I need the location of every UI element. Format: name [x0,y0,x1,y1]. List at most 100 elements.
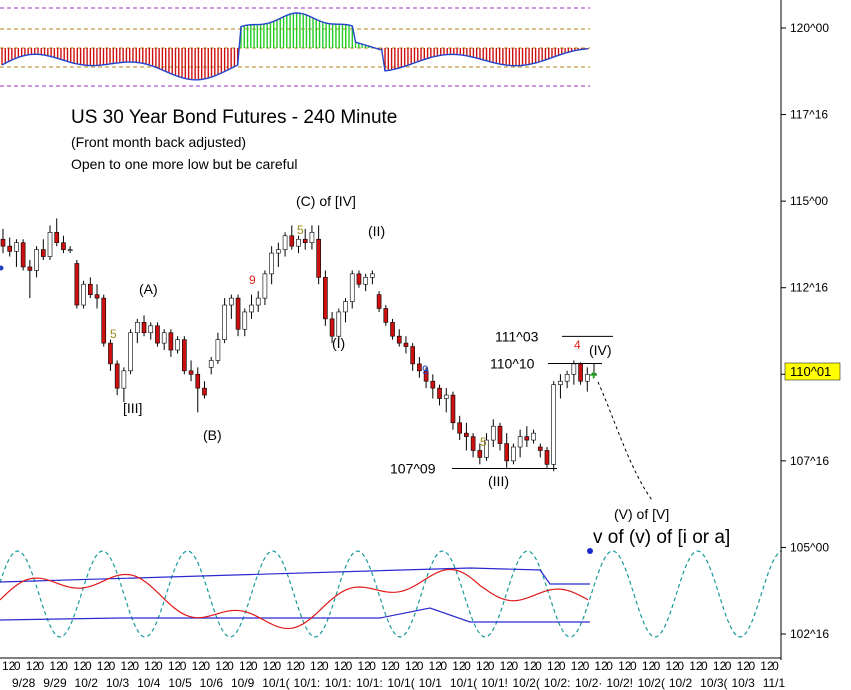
x-hour-label: 0 [61,659,68,673]
candle-body [423,370,429,382]
x-hour-label: 12 [452,659,466,673]
x-hour-label: 0 [38,659,45,673]
candle-body [517,436,523,448]
x-date-label: 10/5 [168,676,192,690]
candle-body [370,273,375,278]
candle-body [282,235,288,250]
candle-body [121,370,127,389]
candle-body [363,277,368,285]
x-hour-label: 12 [334,659,348,673]
x-hour-label: 12 [239,659,253,673]
candle-body [195,373,201,389]
wave-label: (III) [488,473,509,489]
x-hour-label: 12 [476,659,490,673]
x-date-label: 10/1: [294,676,321,690]
level-label: 107^09 [390,460,436,476]
x-hour-label: 12 [405,659,419,673]
candle-body [74,263,80,306]
y-axis: 120^00117^16115^00112^16110^00107^16105^… [780,0,829,660]
candle-body [222,304,227,340]
candle-body [54,232,60,243]
candle-body [249,304,254,313]
candle-body [114,363,120,389]
x-date-label: 10/2 [669,676,693,690]
x-hour-label: 0 [203,659,210,673]
candle-body [564,373,570,382]
x-hour-label: 0 [132,659,139,673]
x-date-label: 9/29 [43,676,67,690]
x-hour-label: 12 [73,659,87,673]
x-date-label: 10/2: [544,676,571,690]
y-tick-label: 115^00 [790,194,828,208]
candle-body [524,436,530,441]
blue-marker [0,265,4,271]
osc-line [1,12,589,81]
x-hour-label: 0 [440,659,447,673]
candle-body [14,242,19,252]
candle-body [296,238,301,247]
x-hour-label: 12 [713,659,727,673]
x-date-label: 10/3 [106,676,130,690]
x-hour-label: 12 [144,659,158,673]
candle-body [61,242,66,250]
candle-body [255,297,261,306]
candle-body [148,325,154,334]
candle-body [544,450,550,465]
candle-body [329,318,335,337]
x-hour-label: 12 [357,659,371,673]
count-label: 9 [249,273,256,287]
candle-body [356,273,362,285]
count-label: 5 [110,327,117,341]
y-tick-label: 102^16 [790,627,829,641]
x-hour-label: 0 [275,659,282,673]
x-hour-label: 0 [417,659,424,673]
x-date-label: 10/1! [481,676,508,690]
wave-label: (C) of [IV] [296,193,356,209]
x-hour-label: 0 [559,659,566,673]
x-hour-label: 12 [737,659,751,673]
wave-label: (II) [368,223,385,239]
x-date-label: 10/1( [262,676,289,690]
x-hour-label: 12 [642,659,656,673]
x-date-label: 10/9 [231,676,255,690]
x-date-label: 10/1: [356,676,383,690]
x-hour-label: 0 [535,659,542,673]
x-hour-label: 12 [666,659,680,673]
x-hour-label: 0 [298,659,305,673]
candle-body [67,249,73,251]
wave-label: v of (v) of [i or a] [593,527,730,548]
candle-body [0,238,6,247]
x-hour-label: 0 [85,659,92,673]
candle-body [188,370,194,375]
candle-body [477,450,483,458]
x-date-label: 9/28 [12,676,36,690]
candle-body [161,332,167,344]
candle-body [349,273,355,302]
candle-body [27,266,33,271]
candle-body [208,360,214,368]
candle-body [262,273,268,299]
x-hour-label: 0 [109,659,116,673]
candle-body [94,294,100,299]
candle-body [383,308,389,323]
chart-subtitle: (Front month back adjusted) [71,134,246,150]
x-hour-label: 12 [26,659,40,673]
candle-body [504,443,510,462]
x-hour-label: 12 [500,659,514,673]
x-hour-label: 12 [547,659,561,673]
candle-body [289,235,295,247]
histogram-oscillator-panel [0,7,590,87]
x-hour-label: 0 [180,659,187,673]
x-date-label: 10/4 [137,676,161,690]
y-tick-label: 107^16 [790,454,829,468]
x-hour-label: 0 [346,659,353,673]
wave-label: (A) [139,281,158,297]
candle-body [155,325,160,344]
count-label: 5 [297,223,304,237]
x-hour-label: 12 [618,659,632,673]
x-date-label: 11/1 [763,676,786,690]
candle-body [40,249,46,257]
candle-body [182,339,187,372]
chart-title: US 30 Year Bond Futures - 240 Minute [71,107,397,128]
